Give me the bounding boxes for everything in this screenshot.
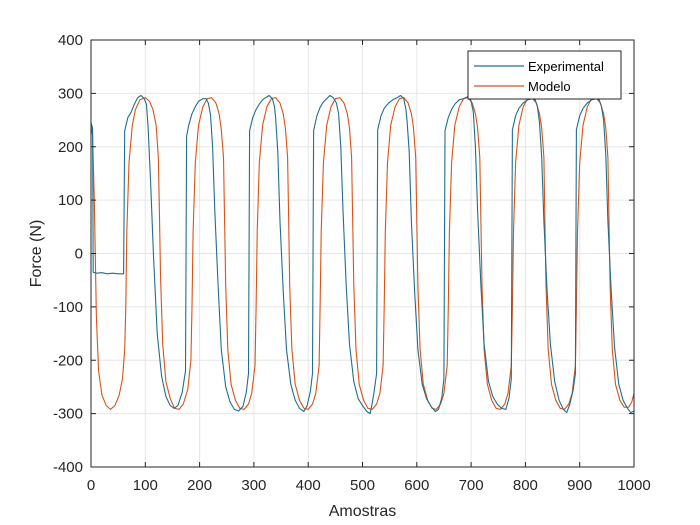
- series-line-experimental: [90, 94, 635, 415]
- y-tick-label: 300: [58, 85, 83, 102]
- x-tick-label: 1000: [617, 477, 650, 494]
- y-tick-label: -400: [53, 459, 83, 476]
- x-tick-label: 500: [350, 477, 375, 494]
- y-tick-label: 0: [75, 246, 83, 263]
- y-tick-label: 200: [58, 139, 83, 156]
- y-tick-label: 400: [58, 32, 83, 49]
- series-line-modelo: [90, 97, 635, 410]
- x-tick-label: 800: [513, 477, 538, 494]
- axis-ticks: 0 100 200 300 400 500 600 700 800 900 1000-400-300…: [53, 32, 651, 494]
- legend-box: [467, 50, 622, 100]
- y-tick-label: 100: [58, 192, 83, 209]
- x-axis-label: Amostras: [329, 503, 397, 520]
- x-tick-label: 400: [296, 477, 321, 494]
- y-tick-label: -100: [53, 299, 83, 316]
- x-tick-label: 100: [133, 477, 158, 494]
- x-tick-label: 700: [459, 477, 484, 494]
- x-tick-label: 300: [241, 477, 266, 494]
- y-axis-label: Force (N): [28, 220, 45, 288]
- y-tick-label: -200: [53, 352, 83, 369]
- series-layer: [90, 94, 635, 415]
- legend: Experimental Modelo: [467, 50, 622, 100]
- x-tick-label: 200: [187, 477, 212, 494]
- legend-label: Experimental: [528, 59, 604, 74]
- x-tick-label: 600: [404, 477, 429, 494]
- x-tick-label: 900: [567, 477, 592, 494]
- legend-label: Modelo: [528, 79, 571, 94]
- y-tick-label: -300: [53, 406, 83, 423]
- x-tick-label: 0: [87, 477, 95, 494]
